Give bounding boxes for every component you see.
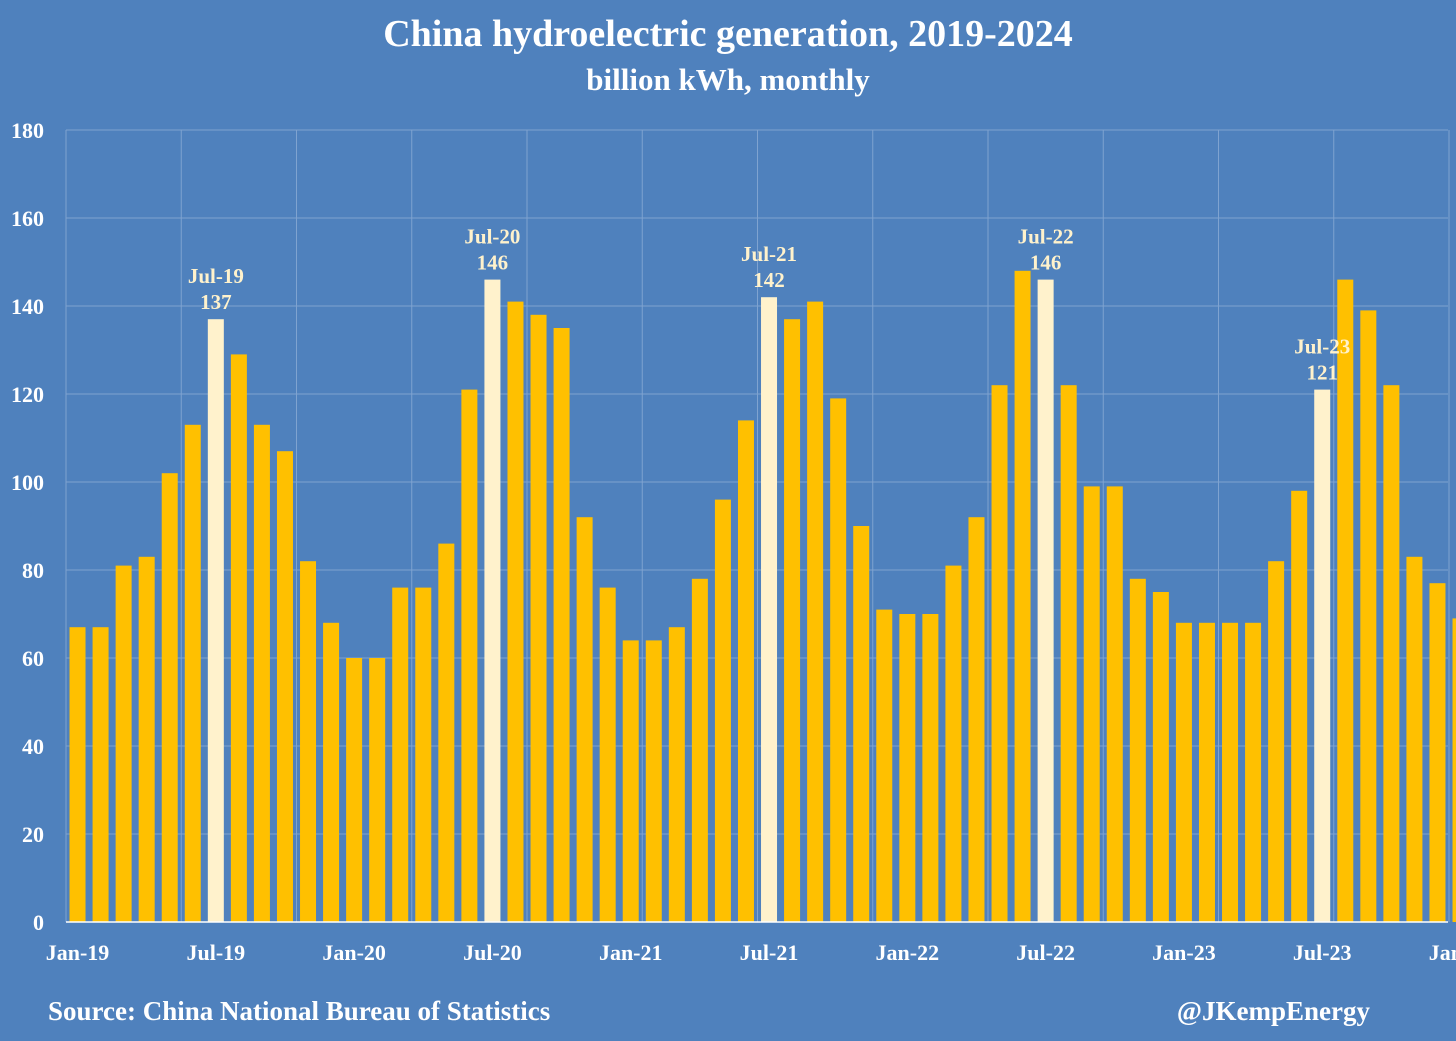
annotation-value: 146 <box>1030 251 1062 275</box>
bar <box>138 556 155 922</box>
bar <box>1175 622 1192 922</box>
x-tick-label: Jan-19 <box>46 940 110 965</box>
x-tick-label: Jan-24 <box>1429 940 1456 965</box>
bar <box>92 627 109 922</box>
bar <box>1337 279 1354 923</box>
bar <box>853 526 870 922</box>
y-tick-label: 40 <box>22 734 44 759</box>
annotation-value: 146 <box>477 251 509 275</box>
bar <box>830 398 847 922</box>
annotation-value: 137 <box>200 290 232 314</box>
bar <box>968 517 985 922</box>
bar <box>69 627 86 922</box>
bar <box>346 658 363 922</box>
bar <box>922 614 939 922</box>
annotation-month: Jul-21 <box>741 242 797 266</box>
bar <box>369 658 386 922</box>
annotation-month: Jul-20 <box>464 225 520 249</box>
annotation-month: Jul-19 <box>188 264 244 288</box>
bar <box>507 301 524 923</box>
bar <box>714 499 731 922</box>
bar <box>1129 578 1146 922</box>
bar-highlight <box>1314 389 1331 923</box>
x-tick-label: Jul-23 <box>1293 940 1352 965</box>
bar-highlight <box>1037 279 1054 923</box>
x-tick-label: Jan-20 <box>322 940 386 965</box>
bar-highlight <box>484 279 501 923</box>
bar <box>899 614 916 922</box>
y-tick-label: 60 <box>22 646 44 671</box>
x-tick-label: Jul-22 <box>1016 940 1075 965</box>
bar <box>668 627 685 922</box>
source-note: Source: China National Bureau of Statist… <box>48 996 551 1026</box>
bar <box>737 420 754 922</box>
bar <box>276 451 293 922</box>
chart-title: China hydroelectric generation, 2019-202… <box>383 13 1073 55</box>
bar <box>1060 385 1077 922</box>
bar <box>415 587 432 922</box>
bar <box>115 565 132 922</box>
bar <box>230 354 247 922</box>
bar <box>784 319 801 922</box>
y-tick-label: 180 <box>11 118 44 143</box>
bar <box>599 587 616 922</box>
bar <box>300 561 317 922</box>
x-tick-label: Jan-22 <box>876 940 940 965</box>
x-tick-label: Jul-21 <box>740 940 799 965</box>
bar <box>1268 561 1285 922</box>
bar <box>691 578 708 922</box>
bar <box>184 424 201 922</box>
bar-highlight <box>207 319 224 922</box>
bar <box>1222 622 1239 922</box>
y-tick-label: 100 <box>11 470 44 495</box>
bar <box>461 389 478 923</box>
bar-chart: 0 20 40 60 80 100 120 140 160 180 Jan-19 Jul-19 Jan-… <box>11 118 1456 965</box>
bar <box>323 622 340 922</box>
bar <box>1360 310 1377 922</box>
bar <box>622 640 639 922</box>
y-tick-label: 140 <box>11 294 44 319</box>
bar <box>1245 622 1262 922</box>
annotation-value: 121 <box>1306 361 1338 385</box>
bar <box>161 473 178 922</box>
bar <box>392 587 409 922</box>
x-tick-label: Jul-19 <box>186 940 245 965</box>
y-tick-label: 120 <box>11 382 44 407</box>
annotation-month: Jul-23 <box>1294 335 1350 359</box>
bar <box>1014 270 1031 922</box>
x-tick-label: Jan-21 <box>599 940 663 965</box>
bar <box>553 328 570 922</box>
annotation-value: 142 <box>753 268 785 292</box>
bar <box>807 301 824 923</box>
bar <box>1198 622 1215 922</box>
author-handle: @JKempEnergy <box>1176 996 1370 1026</box>
bar-highlight <box>761 297 778 922</box>
chart-subtitle: billion kWh, monthly <box>586 62 870 97</box>
bar <box>645 640 662 922</box>
bar <box>1429 583 1446 922</box>
annotation-month: Jul-22 <box>1018 225 1074 249</box>
y-tick-label: 20 <box>22 822 44 847</box>
bar <box>1083 486 1100 922</box>
bar <box>876 609 893 922</box>
bar <box>1406 556 1423 922</box>
bar <box>1106 486 1123 922</box>
x-tick-label: Jul-20 <box>463 940 522 965</box>
y-tick-label: 80 <box>22 558 44 583</box>
bar <box>576 517 593 922</box>
y-tick-label: 0 <box>33 910 44 935</box>
bar <box>253 424 270 922</box>
bar <box>530 314 547 922</box>
bar <box>945 565 962 922</box>
y-tick-label: 160 <box>11 206 44 231</box>
bar <box>991 385 1008 922</box>
bar <box>1291 490 1308 922</box>
bar <box>1452 618 1456 922</box>
bar <box>438 543 455 922</box>
x-tick-label: Jan-23 <box>1152 940 1216 965</box>
bar <box>1383 385 1400 922</box>
bar <box>1152 592 1169 922</box>
